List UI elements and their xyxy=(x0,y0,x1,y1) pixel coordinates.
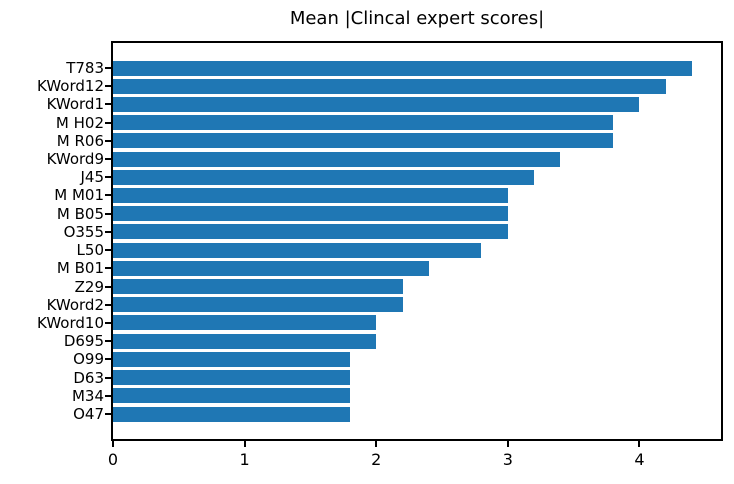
x-tick-label: 2 xyxy=(371,450,382,469)
chart-title: Mean |Clincal expert scores| xyxy=(289,8,545,29)
x-tick-label: 4 xyxy=(634,450,645,469)
y-tick-label: O99 xyxy=(73,350,104,369)
bar-m-b05 xyxy=(113,206,508,222)
y-tick-label: KWord12 xyxy=(37,77,104,96)
x-tick-mark xyxy=(638,441,641,447)
y-tick-label: M H02 xyxy=(55,113,104,132)
x-tick-mark xyxy=(243,441,246,447)
bar-l50 xyxy=(113,242,482,258)
y-tick-label: M B05 xyxy=(56,204,104,223)
bar-o355 xyxy=(113,224,508,240)
bar-m-r06 xyxy=(113,133,614,149)
y-tick-label: M M01 xyxy=(54,186,104,205)
bar-o99 xyxy=(113,351,350,367)
y-tick-label: D695 xyxy=(63,332,104,351)
y-tick-label: M34 xyxy=(71,386,104,405)
bar-m34 xyxy=(113,388,350,404)
y-tick-label: L50 xyxy=(76,241,104,260)
bar-kword1 xyxy=(113,96,640,112)
bar-kword10 xyxy=(113,315,377,331)
plot-area xyxy=(111,41,723,441)
y-tick-label: KWord9 xyxy=(46,150,104,169)
bar-o47 xyxy=(113,406,350,422)
bar-m-h02 xyxy=(113,115,614,131)
y-tick-label: Z29 xyxy=(74,277,104,296)
bar-kword9 xyxy=(113,151,561,167)
x-tick-label: 1 xyxy=(239,450,250,469)
bar-t783 xyxy=(113,60,693,76)
bar-z29 xyxy=(113,279,403,295)
y-tick-label: KWord2 xyxy=(46,295,104,314)
x-tick-mark xyxy=(112,441,114,447)
x-tick-mark xyxy=(506,441,509,447)
x-tick-label: 3 xyxy=(502,450,513,469)
x-tick-label: 0 xyxy=(107,450,119,469)
y-tick-label: O355 xyxy=(63,222,104,241)
y-tick-label: KWord10 xyxy=(37,313,104,332)
y-tick-label: D63 xyxy=(73,368,104,387)
y-tick-label: M R06 xyxy=(56,131,104,150)
bar-kword2 xyxy=(113,297,403,313)
bar-m-m01 xyxy=(113,187,508,203)
bar-d63 xyxy=(113,370,350,386)
bar-kword12 xyxy=(113,78,666,94)
bar-m-b01 xyxy=(113,260,429,276)
y-tick-label: O47 xyxy=(73,405,104,423)
y-tick-label: J45 xyxy=(80,168,104,187)
bar-j45 xyxy=(113,169,535,185)
bar-d695 xyxy=(113,333,377,349)
y-tick-label: KWord1 xyxy=(46,95,104,114)
y-tick-label: T783 xyxy=(66,59,104,77)
y-tick-label: M B01 xyxy=(56,259,104,278)
x-tick-mark xyxy=(375,441,378,447)
